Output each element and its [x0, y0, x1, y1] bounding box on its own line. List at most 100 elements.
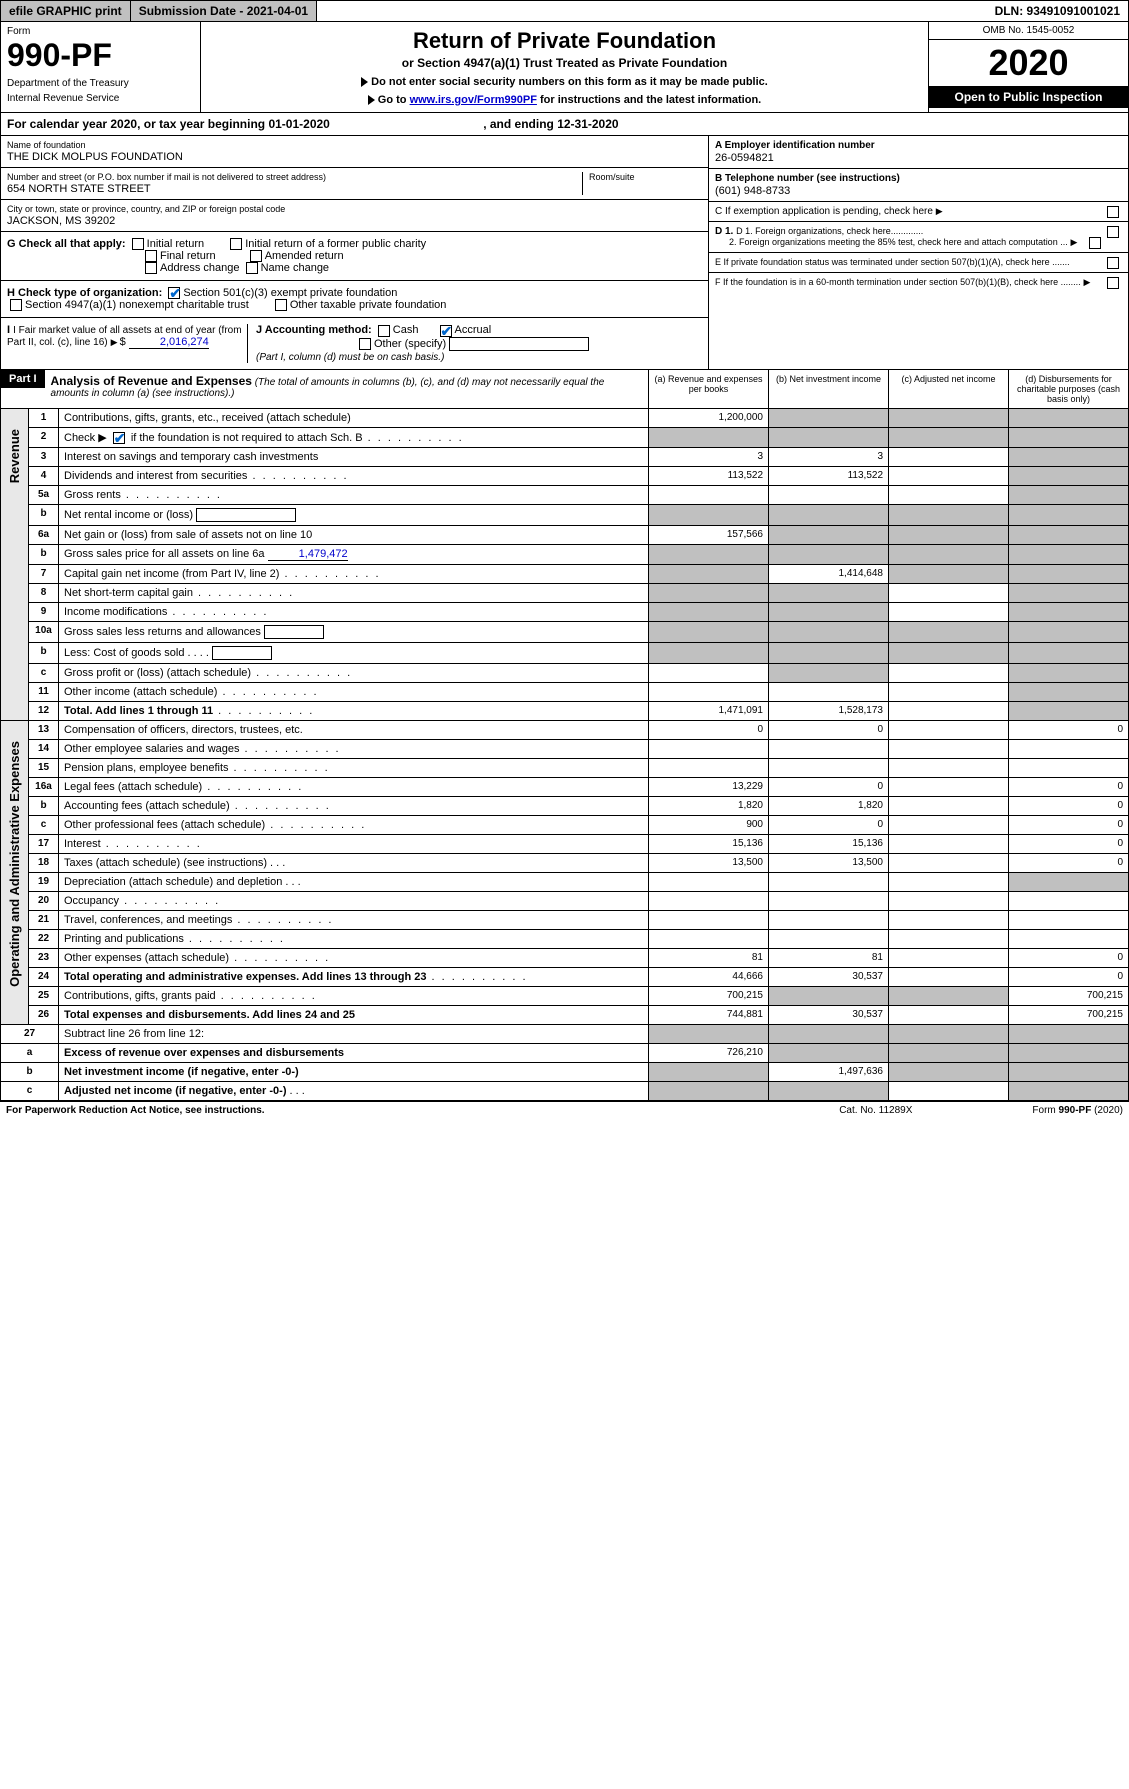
- col-c-header: (c) Adjusted net income: [888, 370, 1008, 408]
- checkbox-amended[interactable]: [250, 250, 262, 262]
- foundation-name-cell: Name of foundation THE DICK MOLPUS FOUND…: [1, 136, 708, 168]
- irs-label: Internal Revenue Service: [7, 93, 194, 104]
- telephone-cell: B Telephone number (see instructions) (6…: [709, 169, 1128, 202]
- row-5b: bNet rental income or (loss): [29, 504, 1129, 525]
- expenses-side-label: Operating and Administrative Expenses: [0, 721, 28, 1025]
- row-4: 4Dividends and interest from securities1…: [29, 466, 1129, 485]
- instructions-link[interactable]: www.irs.gov/Form990PF: [410, 94, 537, 106]
- form-title: Return of Private Foundation: [207, 28, 922, 54]
- tax-year: 2020: [929, 40, 1128, 86]
- row-16c: cOther professional fees (attach schedul…: [29, 815, 1129, 834]
- top-bar: efile GRAPHIC print Submission Date - 20…: [0, 0, 1129, 22]
- form-header: Form 990-PF Department of the Treasury I…: [0, 22, 1129, 113]
- row-16a: 16aLegal fees (attach schedule)13,22900: [29, 777, 1129, 796]
- revenue-section: Revenue 1Contributions, gifts, grants, e…: [0, 409, 1129, 721]
- paperwork-notice: For Paperwork Reduction Act Notice, see …: [6, 1105, 265, 1116]
- checkbox-sch-b[interactable]: [113, 432, 125, 444]
- checkbox-name-change[interactable]: [246, 262, 258, 274]
- section-c: C If exemption application is pending, c…: [709, 202, 1128, 222]
- row-19: 19Depreciation (attach schedule) and dep…: [29, 872, 1129, 891]
- row-10c: cGross profit or (loss) (attach schedule…: [29, 663, 1129, 682]
- col-a-header: (a) Revenue and expenses per books: [648, 370, 768, 408]
- header-center: Return of Private Foundation or Section …: [201, 22, 928, 112]
- row-2: 2Check ▶ if the foundation is not requir…: [29, 427, 1129, 447]
- col-b-header: (b) Net investment income: [768, 370, 888, 408]
- expenses-section: Operating and Administrative Expenses 13…: [0, 721, 1129, 1025]
- expenses-table: 13Compensation of officers, directors, t…: [28, 721, 1129, 1025]
- instructions-link-row: Go to www.irs.gov/Form990PF for instruct…: [207, 94, 922, 106]
- form-label: Form: [7, 26, 194, 37]
- checkbox-other-method[interactable]: [359, 338, 371, 350]
- room-suite-label: Room/suite: [589, 172, 702, 182]
- checkbox-other-taxable[interactable]: [275, 299, 287, 311]
- telephone: (601) 948-8733: [715, 185, 1122, 197]
- gross-sales-6a: 1,479,472: [268, 548, 348, 561]
- checkbox-cash[interactable]: [378, 325, 390, 337]
- row-22: 22Printing and publications: [29, 929, 1129, 948]
- checkbox-60month[interactable]: [1107, 277, 1119, 289]
- line-27-table: 27Subtract line 26 from line 12: aExcess…: [0, 1025, 1129, 1101]
- row-16b: bAccounting fees (attach schedule)1,8201…: [29, 796, 1129, 815]
- row-14: 14Other employee salaries and wages: [29, 739, 1129, 758]
- form-footer-label: Form 990-PF (2020): [1032, 1105, 1123, 1116]
- row-27b: bNet investment income (if negative, ent…: [1, 1062, 1129, 1081]
- dept-treasury: Department of the Treasury: [7, 78, 194, 89]
- row-23: 23Other expenses (attach schedule)81810: [29, 948, 1129, 967]
- checkbox-accrual[interactable]: [440, 325, 452, 337]
- header-right: OMB No. 1545-0052 2020 Open to Public In…: [928, 22, 1128, 112]
- checkbox-final-return[interactable]: [145, 250, 157, 262]
- checkbox-exemption-pending[interactable]: [1107, 206, 1119, 218]
- part1-badge: Part I: [1, 370, 45, 388]
- ein: 26-0594821: [715, 152, 1122, 164]
- checkbox-501c3[interactable]: [168, 287, 180, 299]
- checkbox-85pct-test[interactable]: [1089, 237, 1101, 249]
- row-5a: 5aGross rents: [29, 485, 1129, 504]
- row-24: 24Total operating and administrative exp…: [29, 967, 1129, 986]
- open-public-badge: Open to Public Inspection: [929, 86, 1128, 108]
- cat-number: Cat. No. 11289X: [839, 1105, 912, 1116]
- revenue-table: 1Contributions, gifts, grants, etc., rec…: [28, 409, 1129, 721]
- checkbox-foreign-org[interactable]: [1107, 226, 1119, 238]
- address-cell: Number and street (or P.O. box number if…: [1, 168, 708, 200]
- section-d: D 1. D 1. Foreign organizations, check h…: [709, 222, 1128, 253]
- checkbox-initial-return[interactable]: [132, 238, 144, 250]
- submission-date: Submission Date - 2021-04-01: [131, 1, 317, 21]
- row-10a: 10aGross sales less returns and allowanc…: [29, 621, 1129, 642]
- row-27a: aExcess of revenue over expenses and dis…: [1, 1043, 1129, 1062]
- row-10b: bLess: Cost of goods sold . . . .: [29, 642, 1129, 663]
- row-6a: 6aNet gain or (loss) from sale of assets…: [29, 525, 1129, 544]
- row-13: 13Compensation of officers, directors, t…: [29, 721, 1129, 740]
- row-21: 21Travel, conferences, and meetings: [29, 910, 1129, 929]
- row-17: 17Interest15,13615,1360: [29, 834, 1129, 853]
- ein-cell: A Employer identification number 26-0594…: [709, 136, 1128, 169]
- row-26: 26Total expenses and disbursements. Add …: [29, 1005, 1129, 1024]
- efile-print-button[interactable]: efile GRAPHIC print: [1, 1, 131, 21]
- row-27: 27Subtract line 26 from line 12:: [1, 1025, 1129, 1044]
- form-subtitle: or Section 4947(a)(1) Trust Treated as P…: [207, 56, 922, 70]
- checkbox-initial-former[interactable]: [230, 238, 242, 250]
- calendar-year-row: For calendar year 2020, or tax year begi…: [0, 113, 1129, 136]
- dln: DLN: 93491091001021: [987, 1, 1128, 21]
- checkbox-address-change[interactable]: [145, 262, 157, 274]
- part1-header-row: Part I Analysis of Revenue and Expenses …: [0, 370, 1129, 409]
- section-h: H Check type of organization: Section 50…: [1, 281, 708, 318]
- checkbox-status-terminated[interactable]: [1107, 257, 1119, 269]
- row-1: 1Contributions, gifts, grants, etc., rec…: [29, 409, 1129, 428]
- row-9: 9Income modifications: [29, 602, 1129, 621]
- ssn-warning: Do not enter social security numbers on …: [207, 76, 922, 88]
- city-cell: City or town, state or province, country…: [1, 200, 708, 232]
- page-footer: For Paperwork Reduction Act Notice, see …: [0, 1101, 1129, 1119]
- row-15: 15Pension plans, employee benefits: [29, 758, 1129, 777]
- col-d-header: (d) Disbursements for charitable purpose…: [1008, 370, 1128, 408]
- section-g: G Check all that apply: Initial return I…: [1, 232, 708, 281]
- form-number: 990-PF: [7, 37, 194, 74]
- omb-number: OMB No. 1545-0052: [929, 22, 1128, 40]
- row-18: 18Taxes (attach schedule) (see instructi…: [29, 853, 1129, 872]
- street-address: 654 NORTH STATE STREET: [7, 183, 582, 195]
- row-6b: bGross sales price for all assets on lin…: [29, 544, 1129, 564]
- checkbox-4947a1[interactable]: [10, 299, 22, 311]
- row-8: 8Net short-term capital gain: [29, 583, 1129, 602]
- section-i-j: I I Fair market value of all assets at e…: [1, 318, 708, 368]
- city-state-zip: JACKSON, MS 39202: [7, 215, 702, 227]
- header-left: Form 990-PF Department of the Treasury I…: [1, 22, 201, 112]
